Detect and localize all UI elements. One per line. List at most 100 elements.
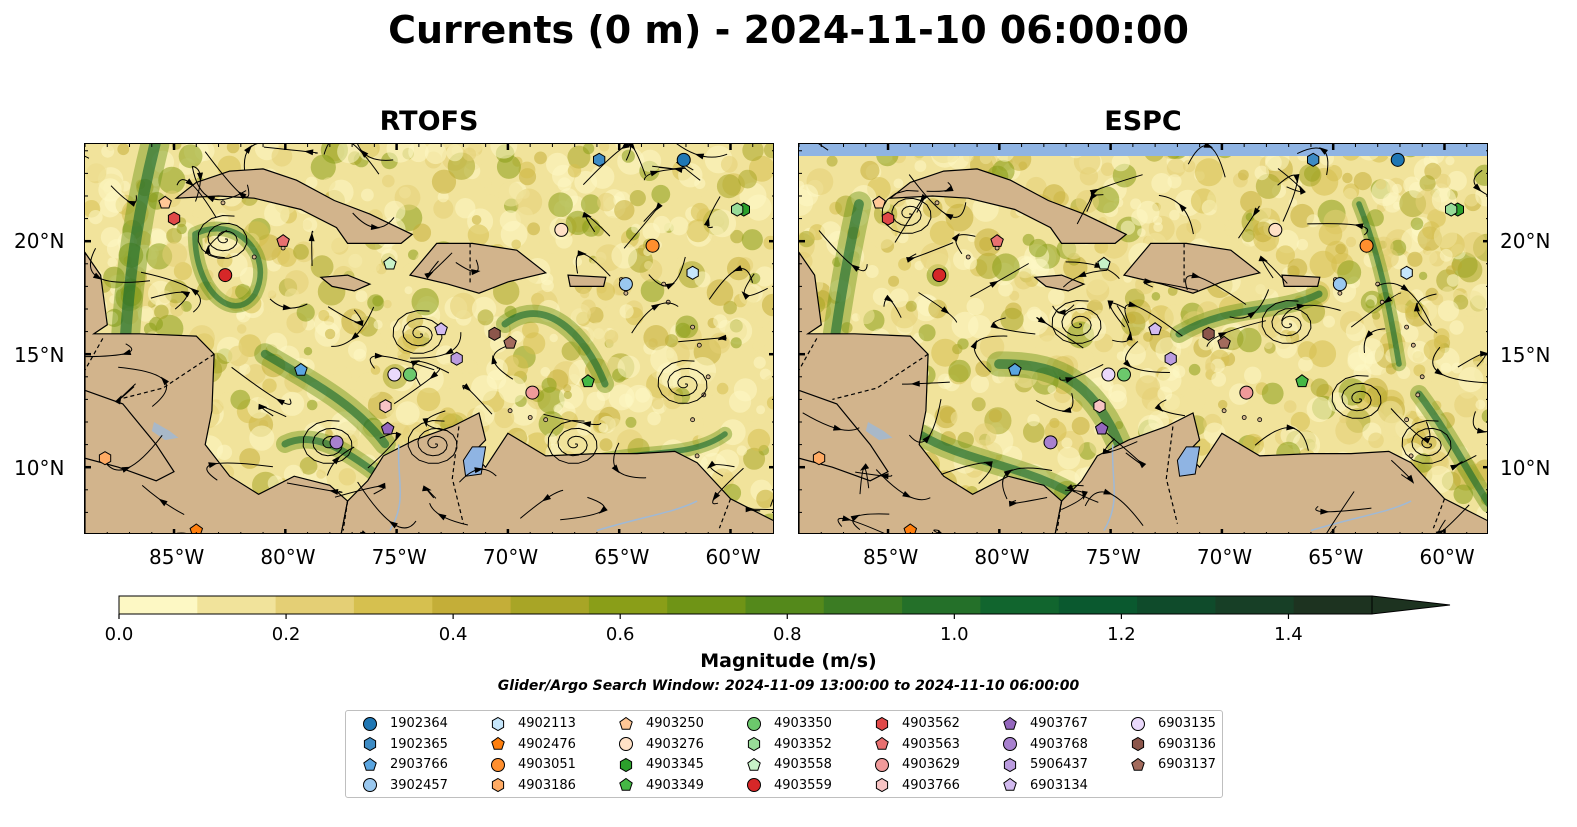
float-marker-6903136[interactable]	[1202, 326, 1215, 341]
colorbar-segment	[510, 596, 590, 614]
lon-label-rtofs-80w: 80°W	[260, 545, 316, 569]
float-marker-4903186[interactable]	[812, 451, 826, 466]
float-marker-4903766[interactable]	[379, 399, 392, 414]
float-marker-4903563[interactable]	[276, 234, 290, 247]
float-marker-4903768[interactable]	[329, 435, 344, 450]
legend-label: 4903563	[902, 736, 960, 752]
lon-label-espc-80w: 80°W	[974, 545, 1030, 569]
float-marker-4903051[interactable]	[1359, 238, 1374, 253]
lon-label-rtofs-65w: 65°W	[594, 545, 650, 569]
float-marker-4902113[interactable]	[1400, 265, 1413, 280]
float-marker-4903558[interactable]	[383, 256, 397, 270]
float-marker-6903136[interactable]	[488, 326, 501, 341]
float-marker-4902113[interactable]	[686, 265, 699, 280]
float-marker-4903250[interactable]	[872, 195, 886, 209]
float-marker-2903766[interactable]	[294, 362, 308, 376]
panel-title-rtofs: RTOFS	[379, 106, 479, 137]
lon-label-rtofs-75w: 75°W	[371, 545, 427, 569]
colorbar-segment	[980, 596, 1060, 614]
float-marker-4903563[interactable]	[990, 234, 1004, 247]
legend-item-4903629: 4903629	[874, 754, 960, 775]
float-marker-4903562[interactable]	[881, 211, 895, 226]
colorbar-tick-label: 1.0	[940, 624, 969, 645]
legend-item-4902113: 4902113	[490, 713, 576, 734]
float-marker-4903562[interactable]	[167, 211, 181, 226]
float-marker-6903135[interactable]	[387, 367, 402, 382]
legend-marker-circle-icon	[747, 778, 761, 792]
legend-marker-pentagon-icon	[619, 777, 633, 791]
float-marker-4903629[interactable]	[1239, 385, 1254, 400]
float-marker-4903250[interactable]	[158, 195, 172, 209]
legend-label: 4902113	[518, 716, 576, 731]
float-marker-4903558[interactable]	[1097, 256, 1111, 270]
map-panel-rtofs[interactable]	[84, 143, 774, 534]
float-marker-4902476[interactable]	[903, 523, 918, 534]
legend-marker-hexagon-icon	[491, 777, 505, 793]
legend-label: 4903350	[774, 716, 832, 731]
float-marker-5906437[interactable]	[1164, 351, 1177, 366]
float-marker-1902364[interactable]	[676, 152, 691, 167]
legend-label: 4903186	[518, 777, 576, 793]
legend-item-4903768: 4903768	[1002, 734, 1088, 755]
legend-item-3902457: 3902457	[362, 775, 448, 796]
float-marker-4903350[interactable]	[402, 367, 417, 382]
legend-label: 4903051	[518, 757, 576, 772]
legend-marker-hexagon-icon	[619, 757, 633, 772]
legend-item-4903563: 4903563	[874, 734, 960, 755]
float-marker-4903629[interactable]	[525, 385, 540, 400]
float-marker-4903559[interactable]	[218, 268, 233, 283]
float-marker-6903137[interactable]	[1217, 335, 1231, 349]
legend-marker-hexagon-icon	[747, 736, 761, 752]
float-marker-4903276[interactable]	[554, 222, 569, 237]
legend-item-4903558: 4903558	[746, 754, 832, 775]
lon-label-espc-75w: 75°W	[1085, 545, 1141, 569]
lon-label-espc-60w: 60°W	[1419, 545, 1475, 569]
float-marker-4903559[interactable]	[932, 268, 947, 283]
float-marker-4903768[interactable]	[1043, 435, 1058, 450]
float-marker-4902476[interactable]	[189, 523, 204, 534]
float-marker-4903766[interactable]	[1093, 399, 1106, 414]
float-marker-4903767[interactable]	[1094, 421, 1109, 435]
float-marker-4903350[interactable]	[1116, 367, 1131, 382]
float-marker-4903352[interactable]	[1445, 202, 1458, 217]
lat-label-right-10n: 10°N	[1500, 456, 1551, 480]
float-marker-6903134[interactable]	[434, 322, 448, 336]
legend-marker-pentagon-icon	[1003, 716, 1017, 730]
legend-item-1902365: 1902365	[362, 734, 448, 755]
float-marker-5906437[interactable]	[450, 351, 463, 366]
legend-label: 4903766	[902, 777, 960, 793]
legend-marker-hexagon-icon	[875, 716, 889, 731]
legend-label: 4903345	[646, 757, 704, 772]
lon-label-rtofs-85w: 85°W	[149, 545, 205, 569]
float-marker-1902365[interactable]	[1307, 152, 1320, 167]
float-marker-4903767[interactable]	[380, 421, 395, 435]
float-marker-1902365[interactable]	[593, 152, 606, 167]
float-marker-4903349[interactable]	[1295, 374, 1309, 388]
float-legend: 1902364 1902365 2903766 3902457 4902113 49024…	[345, 710, 1223, 798]
float-marker-4903349[interactable]	[581, 374, 595, 388]
legend-marker-hexagon-icon	[491, 716, 505, 731]
colorbar-segment	[902, 596, 981, 614]
float-marker-6903134[interactable]	[1148, 322, 1162, 336]
float-marker-4903276[interactable]	[1268, 222, 1283, 237]
legend-marker-hexagon-icon	[1003, 757, 1017, 772]
float-marker-6903135[interactable]	[1101, 367, 1116, 382]
colorbar-tick-label: 0.6	[605, 624, 635, 645]
float-marker-2903766[interactable]	[1008, 362, 1022, 376]
legend-item-6903136: 6903136	[1130, 734, 1216, 755]
float-marker-4903352[interactable]	[731, 202, 744, 217]
float-marker-3902457[interactable]	[618, 277, 633, 292]
float-marker-4903051[interactable]	[645, 238, 660, 253]
float-marker-6903137[interactable]	[503, 335, 517, 349]
legend-label: 4903768	[1030, 736, 1088, 752]
colorbar-segment	[745, 596, 825, 614]
float-marker-4903186[interactable]	[98, 451, 112, 466]
figure-title: Currents (0 m) - 2024-11-10 06:00:00	[388, 8, 1189, 52]
legend-marker-circle-icon	[363, 778, 377, 792]
legend-marker-circle-icon	[1131, 716, 1145, 731]
float-marker-1902364[interactable]	[1390, 152, 1405, 167]
map-panel-espc[interactable]	[798, 143, 1488, 534]
colorbar-segment	[1137, 596, 1216, 614]
legend-label: 4903352	[774, 736, 832, 752]
float-marker-3902457[interactable]	[1332, 277, 1347, 292]
